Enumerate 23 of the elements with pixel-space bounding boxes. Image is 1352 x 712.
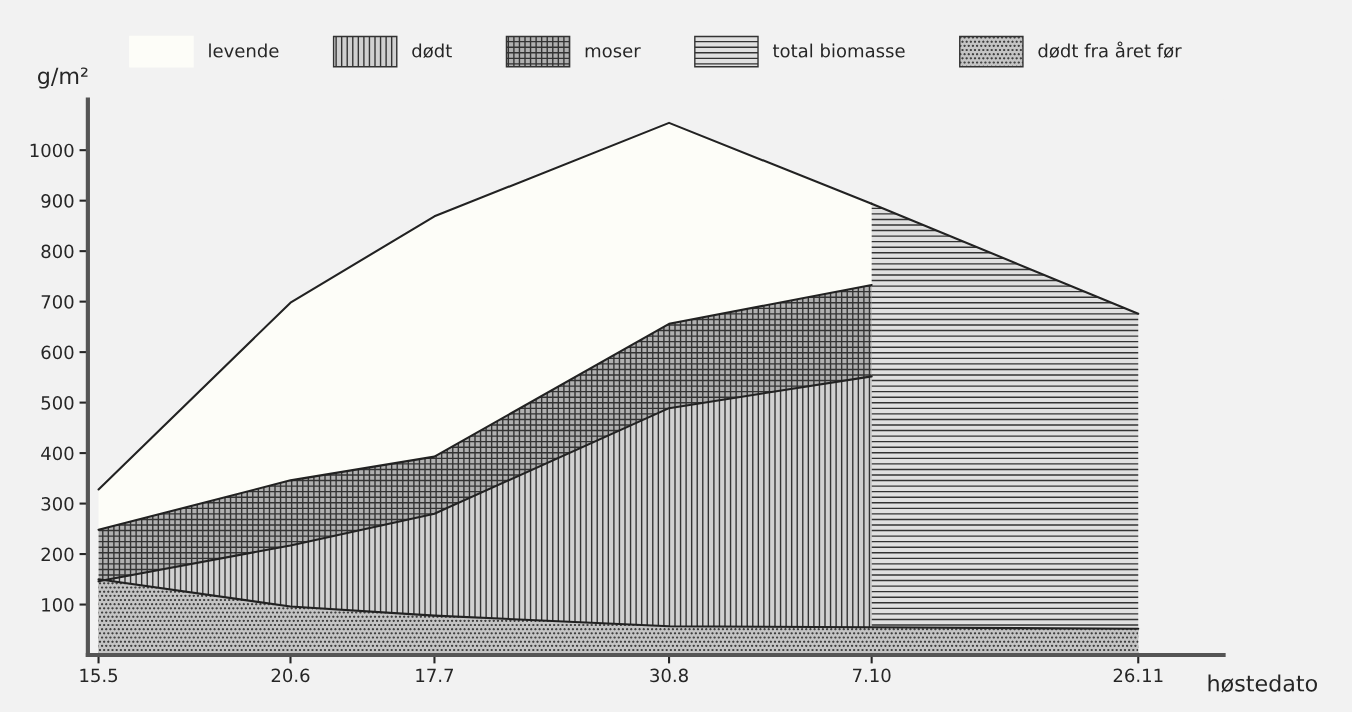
y-axis-title: g/m²: [38, 67, 88, 89]
x-tick-label: 26.11: [1113, 668, 1163, 683]
y-tick-label: 600: [41, 345, 74, 360]
x-tick-label: 15.5: [80, 668, 118, 683]
y-tick-label: 100: [42, 598, 74, 612]
y-tick-label: 300: [41, 497, 74, 511]
x-tick-label: 20.6: [271, 668, 310, 683]
legend-label: moser: [585, 47, 641, 58]
y-tick-label: 700: [41, 295, 74, 309]
y-tick-label: 900: [41, 194, 74, 208]
legend-label: dødt fra året før: [1038, 41, 1182, 59]
legend-label: levende: [209, 43, 279, 58]
x-tick-label: 30.8: [650, 668, 688, 683]
y-tick-label: 500: [41, 396, 74, 410]
legend-label: dødt: [412, 43, 452, 59]
y-tick-label: 200: [41, 547, 74, 562]
legend-label: total biomasse: [772, 43, 905, 58]
y-tick-label: 800: [41, 244, 74, 259]
x-axis-title: høstedato: [1208, 674, 1317, 693]
x-tick-label: 7.10: [853, 668, 891, 683]
y-tick-label: 400: [41, 446, 74, 461]
x-tick-label: 17.7: [416, 668, 454, 682]
y-tick-label: 1000: [30, 143, 74, 158]
